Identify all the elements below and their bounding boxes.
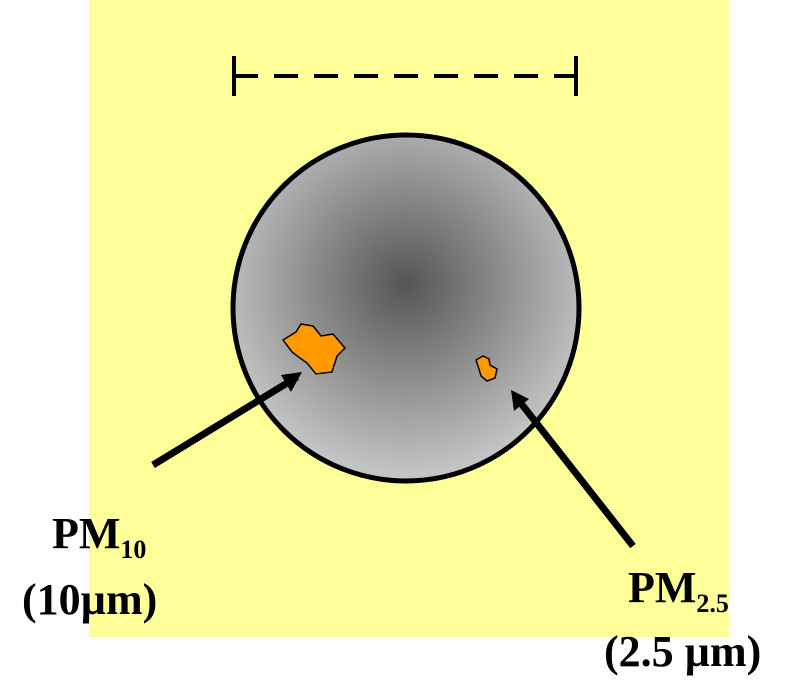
pm25-particle (475, 355, 498, 382)
pm10-label: PM10 (52, 509, 146, 563)
pm10-particle (281, 323, 347, 375)
pm25-name: PM (628, 563, 697, 612)
pm10-arrowhead (281, 372, 302, 392)
pm10-name: PM (52, 509, 121, 558)
pm25-size-label: (2.5 µm) (604, 627, 762, 676)
pm25-label: PM2.5 (628, 563, 729, 617)
pm25-subscript: 2.5 (696, 589, 729, 618)
pm10-subscript: 10 (120, 535, 147, 564)
scale-bar (232, 56, 578, 96)
pm25-arrow (513, 394, 636, 549)
pm10-arrow (151, 374, 299, 468)
pm10-size-label: (10µm) (22, 575, 158, 624)
pm25-arrowhead (511, 390, 529, 411)
sphere (230, 132, 582, 484)
